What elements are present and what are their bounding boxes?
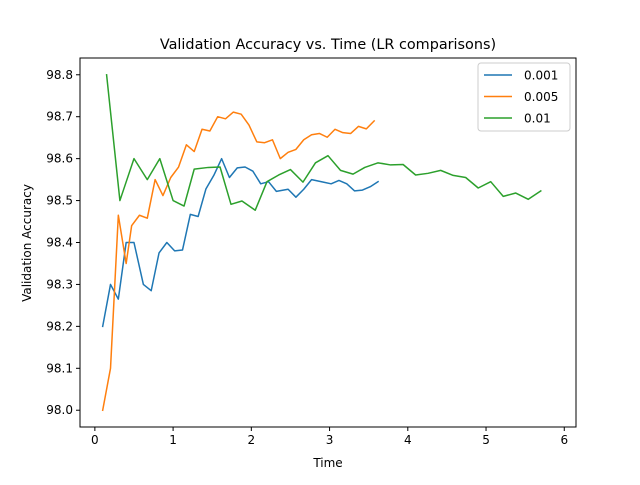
x-tick-label: 6 — [560, 433, 568, 447]
chart-title: Validation Accuracy vs. Time (LR compari… — [160, 37, 496, 53]
y-tick-label: 98.8 — [46, 68, 73, 82]
legend-label-1: 0.001 — [524, 69, 558, 83]
x-tick-label: 3 — [326, 433, 334, 447]
legend-frame — [477, 62, 571, 132]
x-tick-label: 4 — [404, 433, 412, 447]
y-axis-label: Validation Accuracy — [20, 184, 34, 302]
series-line-2 — [101, 111, 376, 412]
plot-area: 0 1 2 3 4 5 6 98.0 98.1 98.2 98.3 98.4 98.5 98.6 98.7… — [46, 57, 577, 447]
y-tick-label: 98.4 — [46, 236, 73, 250]
y-tick-label: 98.3 — [46, 277, 73, 291]
legend-items: 0.001 0.005 0.01 — [484, 69, 558, 126]
y-tick-label: 98.2 — [46, 319, 73, 333]
series-line-3 — [105, 73, 542, 211]
y-tick-label: 98.5 — [46, 194, 73, 208]
x-axis: 0 1 2 3 4 5 6 — [91, 427, 568, 447]
legend-label-2: 0.005 — [524, 90, 558, 104]
y-tick-label: 98.1 — [46, 361, 73, 375]
y-tick-label: 98.7 — [46, 110, 73, 124]
x-tick-label: 2 — [248, 433, 256, 447]
legend-label-3: 0.01 — [524, 112, 551, 126]
x-tick-label: 0 — [91, 433, 99, 447]
x-axis-label: Time — [312, 456, 342, 470]
series-layer — [101, 73, 542, 412]
y-tick-label: 98.0 — [46, 403, 73, 417]
series-line-1 — [101, 157, 380, 328]
x-tick-label: 1 — [169, 433, 177, 447]
x-tick-label: 5 — [482, 433, 490, 447]
y-axis: 98.0 98.1 98.2 98.3 98.4 98.5 98.6 98.7 98.8 — [46, 68, 80, 417]
y-tick-label: 98.6 — [46, 152, 73, 166]
legend: 0.001 0.005 0.01 — [477, 62, 571, 132]
